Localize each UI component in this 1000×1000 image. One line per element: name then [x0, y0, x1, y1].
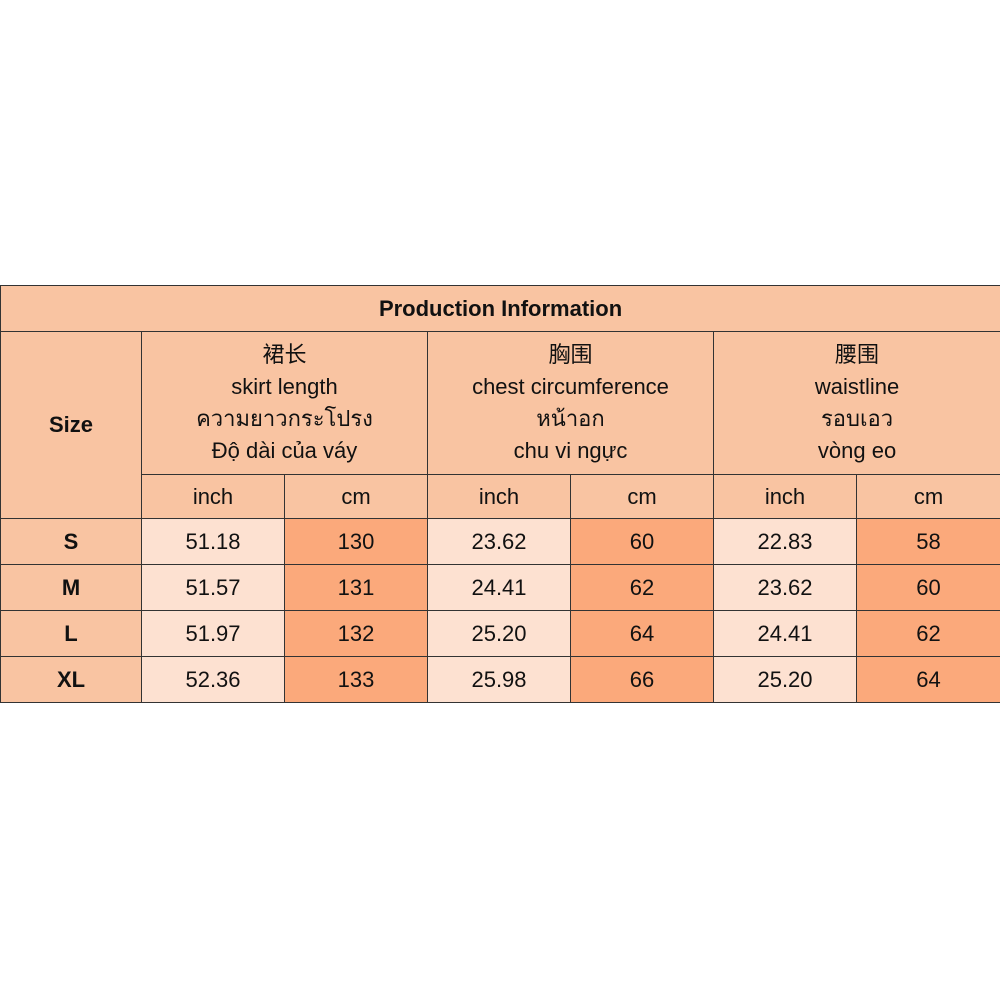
data-cell: 62 [570, 564, 714, 611]
header-row: Size 裙长 skirt length ความยาวกระโปรง Độ dài c… [0, 331, 1000, 519]
unit-row: inch cm inch cm inch cm [1, 474, 1000, 519]
data-cell: 133 [284, 656, 428, 703]
header-line: ความยาวกระโปรง [196, 406, 373, 431]
unit-header: cm [570, 474, 714, 519]
data-cell: 51.57 [141, 564, 285, 611]
header-line: Độ dài của váy [211, 438, 358, 463]
size-label: M [0, 564, 142, 611]
unit-header: inch [427, 474, 571, 519]
header-line: 腰围 [835, 342, 880, 367]
size-table-wrap: Production Information Size 裙长 skirt length… [0, 285, 1000, 703]
unit-header: inch [141, 474, 285, 519]
data-cell: 51.97 [141, 610, 285, 657]
group-header: 腰围 waistline รอบเอว vòng eo [712, 331, 1000, 475]
data-cell: 132 [284, 610, 428, 657]
group-header: 胸围 chest circumference หน้าอก chu vi ngực [427, 331, 714, 475]
data-cell: 24.41 [713, 610, 857, 657]
unit-header: cm [284, 474, 428, 519]
data-row: M 51.57 131 24.41 62 23.62 60 [0, 564, 1000, 611]
data-cell: 51.18 [141, 518, 285, 565]
data-cell: 64 [855, 656, 1000, 703]
data-cell: 66 [570, 656, 714, 703]
data-row: S 51.18 130 23.62 60 22.83 58 [0, 518, 1000, 565]
data-cell: 58 [855, 518, 1000, 565]
data-row: L 51.97 132 25.20 64 24.41 62 [0, 610, 1000, 657]
data-cell: 64 [570, 610, 714, 657]
size-label: XL [0, 656, 142, 703]
data-cell: 25.20 [427, 610, 571, 657]
header-line: หน้าอก [536, 406, 605, 431]
header-line: skirt length [231, 374, 338, 399]
data-cell: 25.20 [713, 656, 857, 703]
size-label: L [0, 610, 142, 657]
data-cell: 131 [284, 564, 428, 611]
header-line: vòng eo [817, 438, 897, 463]
size-label: S [0, 518, 142, 565]
header-line: chest circumference [472, 374, 669, 399]
data-cell: 62 [855, 610, 1000, 657]
header-line: 裙长 [262, 342, 307, 367]
data-cell: 60 [570, 518, 714, 565]
size-header: Size [0, 331, 142, 519]
data-cell: 52.36 [141, 656, 285, 703]
data-cell: 23.62 [713, 564, 857, 611]
unit-header: inch [713, 474, 857, 519]
data-cell: 24.41 [427, 564, 571, 611]
header-line: รอบเอว [820, 406, 894, 431]
header-line: waistline [814, 374, 900, 399]
header-line: 胸围 [548, 342, 593, 367]
group-header: 裙长 skirt length ความยาวกระโปรง Độ dài của v… [141, 331, 428, 475]
title-row: Production Information [0, 285, 1000, 332]
data-cell: 22.83 [713, 518, 857, 565]
data-cell: 25.98 [427, 656, 571, 703]
data-cell: 23.62 [427, 518, 571, 565]
header-line: chu vi ngực [513, 438, 628, 463]
data-cell: 60 [855, 564, 1000, 611]
size-table: Production Information Size 裙长 skirt length… [0, 285, 1000, 703]
table-title: Production Information [0, 285, 1000, 332]
unit-header: cm [855, 474, 1000, 519]
data-cell: 130 [284, 518, 428, 565]
data-row: XL 52.36 133 25.98 66 25.20 64 [0, 656, 1000, 703]
